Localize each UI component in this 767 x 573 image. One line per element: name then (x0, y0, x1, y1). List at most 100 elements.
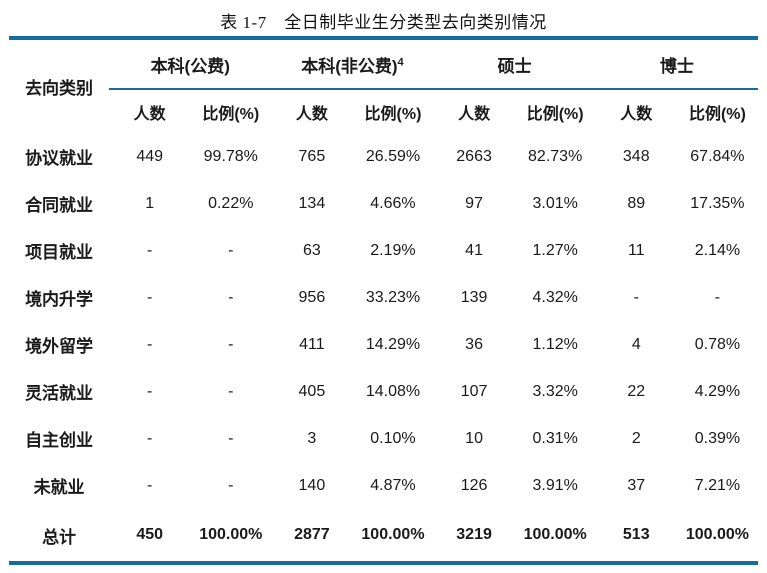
table-cell: 97 (465, 194, 483, 212)
table-cell: 99.78% (203, 147, 258, 165)
subheader-count: 人数 (620, 105, 653, 123)
subheader-count: 人数 (133, 105, 166, 123)
sub-header-row: 人数 比例(%) 人数 比例(%) 人数 比例(%) 人数 比例(%) (9, 89, 758, 133)
table-cell: 0.39% (694, 429, 741, 447)
table-cell: 1.27% (532, 241, 578, 259)
table-cell: 3 (307, 429, 317, 447)
table-cell: 513 (622, 526, 650, 543)
table-cell: 2663 (456, 147, 492, 165)
row-label: 境外留学 (25, 337, 94, 356)
table-cell: 449 (136, 147, 164, 165)
table-cell: 36 (465, 335, 483, 353)
table-cell: - (228, 382, 234, 400)
table-cell: 126 (460, 476, 488, 494)
table-cell: 100.00% (523, 526, 587, 543)
table-cell: - (147, 288, 153, 306)
table-cell: 2.19% (370, 241, 416, 259)
table-cell: 4.32% (532, 288, 578, 306)
table-cell: - (228, 335, 234, 353)
table-cell: 11 (627, 241, 645, 259)
table-cell: - (228, 241, 234, 259)
footnote-marker: 4 (397, 55, 404, 68)
table-cell: 100.00% (361, 526, 425, 543)
table-cell: 139 (460, 288, 488, 306)
table-cell: - (147, 241, 153, 259)
group-header-boshi: 博士 (595, 38, 758, 90)
table-cell: 3.32% (532, 382, 578, 400)
table-cell: 1.12% (532, 335, 578, 353)
table-cell: 4 (631, 335, 641, 353)
row-label: 项目就业 (25, 243, 94, 262)
table-cell: - (147, 335, 153, 353)
table-cell: 14.08% (365, 382, 421, 400)
table-row: 项目就业 - - 63 2.19% 41 1.27% 11 2.14% (9, 227, 758, 274)
table-cell: 14.29% (365, 335, 421, 353)
subheader-ratio: 比例(%) (526, 105, 584, 123)
table-cell: - (633, 288, 639, 306)
table-cell: 17.35% (690, 194, 745, 212)
table-cell: 22 (627, 382, 646, 400)
table-title: 表 1-7 全日制毕业生分类型去向类别情况 (220, 13, 547, 32)
row-label: 合同就业 (25, 196, 94, 215)
table-cell: - (714, 288, 721, 306)
table-cell: 956 (298, 288, 326, 306)
table-cell: 41 (465, 241, 483, 259)
table-cell: 4.29% (694, 382, 741, 400)
row-label: 未就业 (33, 478, 85, 497)
subheader-ratio: 比例(%) (688, 105, 746, 123)
table-row: 灵活就业 - - 405 14.08% 107 3.32% 22 4.29% (9, 368, 758, 415)
group-header-row: 去向类别 本科(公费) 本科(非公费)4 硕士 博士 (9, 38, 758, 98)
table-row: 境外留学 - - 411 14.29% 36 1.12% 4 0.78% (9, 321, 758, 368)
subheader-count: 人数 (458, 105, 491, 123)
table-cell: 10 (465, 429, 483, 447)
table-cell: - (147, 429, 153, 447)
total-row-label: 总计 (42, 527, 77, 547)
table-cell: 3.91% (532, 476, 578, 494)
table-cell: 100.00% (685, 526, 749, 543)
subheader-ratio: 比例(%) (202, 105, 260, 123)
table-row: 未就业 - - 140 4.87% 126 3.91% 37 7.21% (9, 462, 758, 509)
table-cell: 1 (145, 194, 155, 212)
row-label: 境内升学 (25, 290, 94, 309)
table-cell: 107 (460, 382, 488, 400)
table-cell: 89 (627, 194, 646, 212)
table-row: 境内升学 - - 956 33.23% 139 4.32% - - (9, 274, 758, 321)
table-cell: 4.87% (370, 476, 416, 494)
table-cell: 0.22% (208, 194, 254, 212)
row-label: 协议就业 (25, 149, 94, 168)
group-header-benke-gongfei: 本科(公费) (109, 38, 272, 90)
table-cell: 3.01% (532, 194, 578, 212)
graduates-destination-table: 去向类别 本科(公费) 本科(非公费)4 硕士 博士 人数 比例(%) 人数 比… (9, 36, 758, 565)
table-cell: 26.59% (365, 147, 421, 165)
table-cell: 0.10% (370, 429, 416, 447)
table-total-row: 总计 450 100.00% 2877 100.00% 3219 100.00%… (9, 509, 758, 563)
table-cell: 765 (298, 147, 326, 165)
table-cell: 3219 (456, 526, 492, 543)
table-cell: 348 (622, 147, 650, 165)
group-header-shuoshi: 硕士 (433, 38, 596, 90)
table-cell: 63 (302, 241, 321, 259)
table-cell: 405 (298, 382, 326, 400)
table-cell: 67.84% (690, 147, 745, 165)
table-cell: 134 (298, 194, 326, 212)
table-cell: 82.73% (528, 147, 583, 165)
table-cell: 33.23% (365, 288, 421, 306)
table-cell: 2877 (294, 526, 330, 543)
corner-header: 去向类别 (25, 79, 94, 98)
table-cell: 4.66% (370, 194, 416, 212)
table-cell: 2.14% (694, 241, 741, 259)
table-cell: - (228, 429, 234, 447)
table-cell: 2 (631, 429, 641, 447)
table-row: 合同就业 1 0.22% 134 4.66% 97 3.01% 89 17.35… (9, 180, 758, 227)
subheader-ratio: 比例(%) (364, 105, 422, 123)
table-cell: 100.00% (199, 526, 263, 543)
table-cell: - (228, 288, 234, 306)
row-label: 灵活就业 (25, 384, 94, 403)
table-row: 自主创业 - - 3 0.10% 10 0.31% 2 0.39% (9, 415, 758, 462)
table-cell: - (147, 382, 153, 400)
table-cell: 0.78% (694, 335, 741, 353)
table-cell: 37 (627, 476, 646, 494)
table-cell: 140 (298, 476, 326, 494)
table-cell: 411 (299, 335, 325, 353)
table-cell: 7.21% (694, 476, 741, 494)
